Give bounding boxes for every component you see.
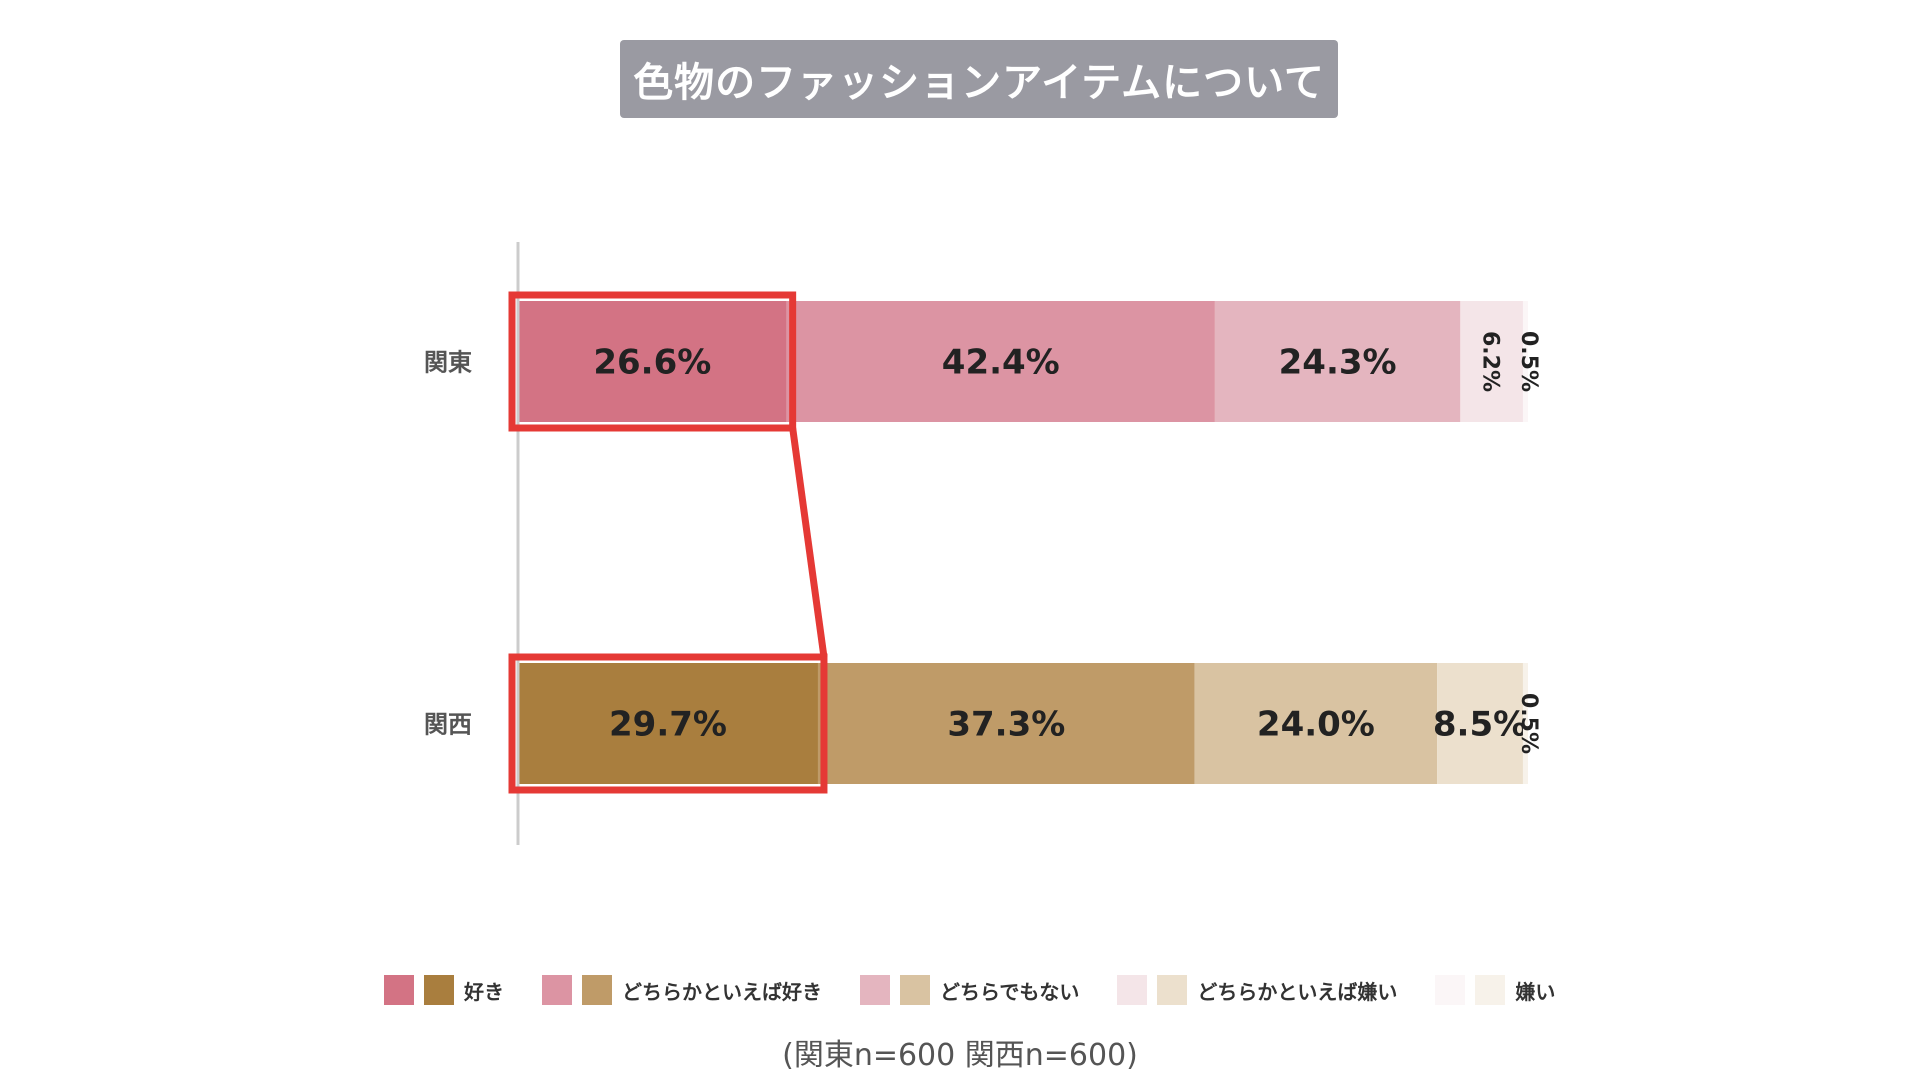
legend-label: どちらでもない — [940, 979, 1080, 1004]
legend: 好き どちらかといえば好き どちらでもない どちらかといえば嫌い 嫌い — [384, 974, 1555, 1006]
data-label-kansai-2: 24.0% — [1257, 705, 1375, 745]
legend-item-0: 好き — [384, 975, 504, 1005]
row-label-kansai: 関西 — [424, 711, 472, 739]
row-label-kanto: 関東 — [424, 349, 472, 377]
legend-label: 好き — [464, 979, 504, 1004]
legend-item-1: どちらかといえば好き — [542, 975, 822, 1005]
bar-segment-kansai-3 — [1437, 663, 1523, 784]
legend-item-2: どちらでもない — [860, 975, 1079, 1005]
bar-segment-kansai-1 — [817, 663, 1195, 784]
chart-title: 色物のファッションアイテムについて — [633, 60, 1325, 106]
legend-swatch-kanto — [1435, 975, 1466, 1005]
data-label-kansai-1: 37.3% — [947, 705, 1065, 745]
bar-segment-kansai-0 — [518, 663, 818, 784]
legend-swatch-kanto — [384, 975, 414, 1005]
highlight-box-kanto — [508, 291, 797, 432]
bar-segment-kanto-3 — [1460, 301, 1523, 422]
bar-segment-kanto-0 — [518, 301, 787, 422]
data-label-kanto-2: 24.3% — [1279, 343, 1397, 383]
legend-swatch-kanto — [542, 975, 572, 1005]
data-label-kansai-0: 29.7% — [609, 705, 727, 745]
legend-swatch-kansai — [1157, 975, 1188, 1005]
legend-item-4: 嫌い — [1435, 975, 1555, 1005]
bar-segment-kanto-4 — [1522, 301, 1528, 422]
legend-label: どちらかといえば嫌い — [1197, 979, 1398, 1004]
legend-swatch-kansai — [1475, 975, 1506, 1005]
legend-swatch-kansai — [582, 975, 612, 1005]
highlight-connector — [789, 427, 828, 658]
legend-swatch-kansai — [424, 975, 454, 1005]
data-label-kanto-4: 0.5% — [1516, 331, 1541, 392]
bar-segment-kanto-2 — [1214, 301, 1461, 422]
data-label-kansai-3: 8.5% — [1433, 705, 1527, 745]
bar-segment-kanto-1 — [786, 301, 1215, 422]
legend-swatch-kansai — [900, 975, 930, 1005]
legend-label: どちらかといえば好き — [622, 979, 822, 1004]
sample-size-note: (関東n=600 関西n=600) — [782, 1038, 1138, 1073]
legend-swatch-kanto — [860, 975, 890, 1005]
data-label-kanto-3: 6.2% — [1478, 331, 1503, 392]
data-label-kanto-0: 26.6% — [593, 343, 711, 383]
data-label-kansai-4: 0.5% — [1516, 693, 1541, 754]
legend-swatch-kanto — [1117, 975, 1148, 1005]
legend-label: 嫌い — [1515, 979, 1556, 1004]
highlight-box-kansai — [508, 653, 828, 794]
bar-segment-kansai-4 — [1522, 663, 1528, 784]
bar-segment-kansai-2 — [1194, 663, 1438, 784]
data-label-kanto-1: 42.4% — [942, 343, 1060, 383]
legend-item-3: どちらかといえば嫌い — [1117, 975, 1397, 1005]
chart-title-box: 色物のファッションアイテムについて — [620, 40, 1338, 118]
